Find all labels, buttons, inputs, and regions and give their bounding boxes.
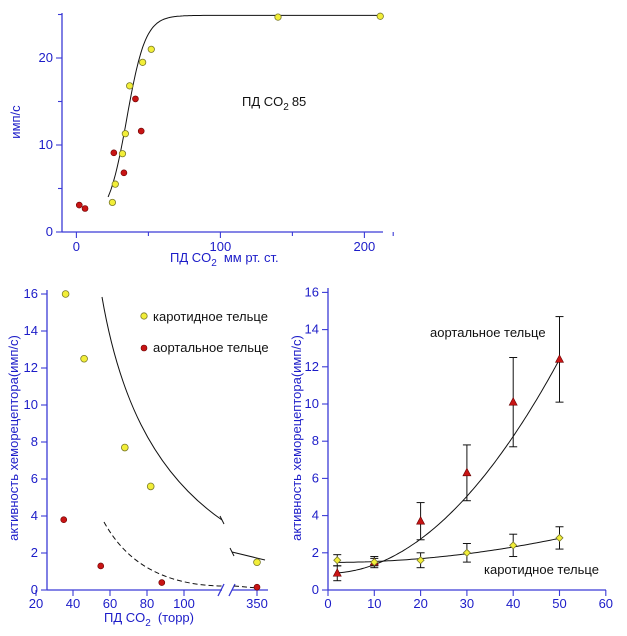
p2-x-tick-label: 100 [173, 596, 195, 611]
p1-yellow-point [118, 150, 127, 158]
p2-yellow-point [121, 443, 129, 452]
p2-carotid-tail-start [229, 547, 235, 557]
p2-y-tick-label: 2 [31, 545, 38, 560]
p1-fit-curve [107, 14, 382, 198]
p1-yellow-point [121, 130, 129, 138]
p2-red-point [97, 562, 105, 570]
p3-aortic-point [332, 568, 342, 577]
p3-carotid-point [555, 533, 564, 542]
p2-y-tick-label: 4 [31, 508, 38, 523]
p2-carotid-curve [101, 296, 223, 521]
p3-x-tick-label: 50 [552, 596, 566, 611]
p3-x-tick-label: 10 [367, 596, 381, 611]
p3-x-tick-label: 20 [413, 596, 427, 611]
p2-red-point [158, 579, 166, 586]
p2-red-point [253, 583, 261, 591]
p2-y-tick-label: 8 [31, 434, 38, 449]
p1-y-tick-label: 20 [39, 50, 53, 65]
p1-red-point [137, 127, 145, 135]
p1-red-point [81, 205, 89, 212]
p3-y-tick-label: 2 [312, 545, 319, 560]
p2-aortic-curve [103, 521, 223, 587]
p3-x-tick-label: 30 [460, 596, 474, 611]
panel-top: 0 100 200 0 10 20 имп/с ПД CO2 мм рт. ст. ПД C… [8, 12, 394, 269]
p3-label-aortic: аортальное тельце [430, 325, 546, 340]
panel-bottom-right: 0 10 20 30 40 50 60 0 2 4 6 8 10 12 14 16 аортальное те… [289, 284, 613, 611]
p2-x-tick-label: 350 [246, 596, 268, 611]
p1-yellow-point [108, 198, 117, 207]
p2-ylabel: активность хеморецептора(имп/с) [6, 335, 21, 541]
p1-x-tick-label: 100 [210, 239, 232, 254]
p3-carotid-point [333, 556, 342, 565]
p2-legend-aortic: аортальное тельце [153, 340, 269, 355]
p2-legend-yellow-marker [140, 312, 148, 320]
p3-x-tick-label: 0 [324, 596, 331, 611]
p2-x-tick-label: 80 [140, 596, 154, 611]
p3-aortic-point [555, 354, 564, 363]
p2-yellow-point [146, 482, 155, 491]
p2-carotid-end [219, 515, 225, 525]
p2-y-tick-label: 6 [31, 471, 38, 486]
p1-y-tick-label: 10 [39, 137, 53, 152]
p3-aortic-point [416, 516, 426, 525]
p3-x-tick-label: 40 [506, 596, 520, 611]
p3-label-carotid: каротидное тельце [484, 562, 599, 577]
p3-y-tick-label: 0 [312, 582, 319, 597]
p2-xlabel: ПД CO2 (торр) [104, 610, 194, 629]
p3-y-tick-label: 14 [305, 322, 319, 337]
p3-y-tick-label: 4 [312, 508, 319, 523]
p1-red-point [75, 201, 83, 209]
p3-carotid-point [509, 541, 518, 550]
p3-x-tick-label: 60 [599, 596, 613, 611]
p1-annotation: ПД CO2 85 [242, 94, 306, 113]
p2-x-tick-label: 40 [66, 596, 80, 611]
p1-red-point [132, 95, 139, 103]
p1-red-point [110, 149, 118, 157]
p2-legend-red-marker [140, 344, 148, 352]
p2-x-tick-label: 60 [103, 596, 117, 611]
p2-axis-break-a [217, 583, 225, 597]
p3-aortic-curve [337, 359, 560, 574]
p2-y-tick-label: 16 [24, 286, 38, 301]
p3-y-tick-label: 6 [312, 470, 319, 485]
p1-yellow-point [139, 58, 147, 66]
p2-y-tick-label: 10 [24, 397, 38, 412]
p3-y-tick-label: 10 [305, 396, 319, 411]
p3-ylabel: активность хеморецептора(имп/с) [289, 335, 304, 541]
panel-bottom-left: 20 40 60 80 100 350 0 2 4 6 8 10 12 14 16 каротидное т… [6, 286, 269, 629]
p2-red-point [60, 516, 68, 524]
p1-ylabel: имп/с [8, 105, 23, 139]
p2-yellow-point [253, 558, 261, 567]
p1-red-point [120, 169, 128, 177]
p3-carotid-point [370, 558, 379, 567]
p2-y-tick-label: 12 [24, 360, 38, 375]
p1-xlabel: ПД CO2 мм рт. ст. [170, 250, 279, 269]
p1-y-tick-label: 0 [46, 224, 53, 239]
p2-carotid-curve-tail [231, 551, 266, 561]
p1-x-tick-label: 200 [354, 239, 376, 254]
p2-yellow-point [80, 354, 88, 363]
p1-x-tick-label: 0 [73, 239, 80, 254]
p3-y-tick-label: 12 [305, 359, 319, 374]
p3-aortic-point [462, 467, 472, 477]
p2-legend-carotid: каротидное тельце [153, 309, 268, 324]
p1-yellow-point [111, 180, 119, 188]
p3-y-tick-label: 8 [312, 433, 319, 448]
p1-yellow-point [376, 12, 384, 20]
p3-y-tick-label: 16 [305, 284, 319, 299]
p2-yellow-point [61, 290, 70, 298]
p2-x-tick-label: 20 [29, 596, 43, 611]
p2-y-tick-label: 0 [31, 582, 38, 597]
p1-yellow-point [274, 13, 282, 21]
p3-aortic-point [508, 397, 518, 406]
p2-y-tick-label: 14 [24, 323, 38, 338]
p1-yellow-point [147, 45, 155, 53]
p1-yellow-point [126, 82, 134, 90]
p3-carotid-point [416, 556, 425, 565]
p3-carotid-point [462, 548, 471, 557]
